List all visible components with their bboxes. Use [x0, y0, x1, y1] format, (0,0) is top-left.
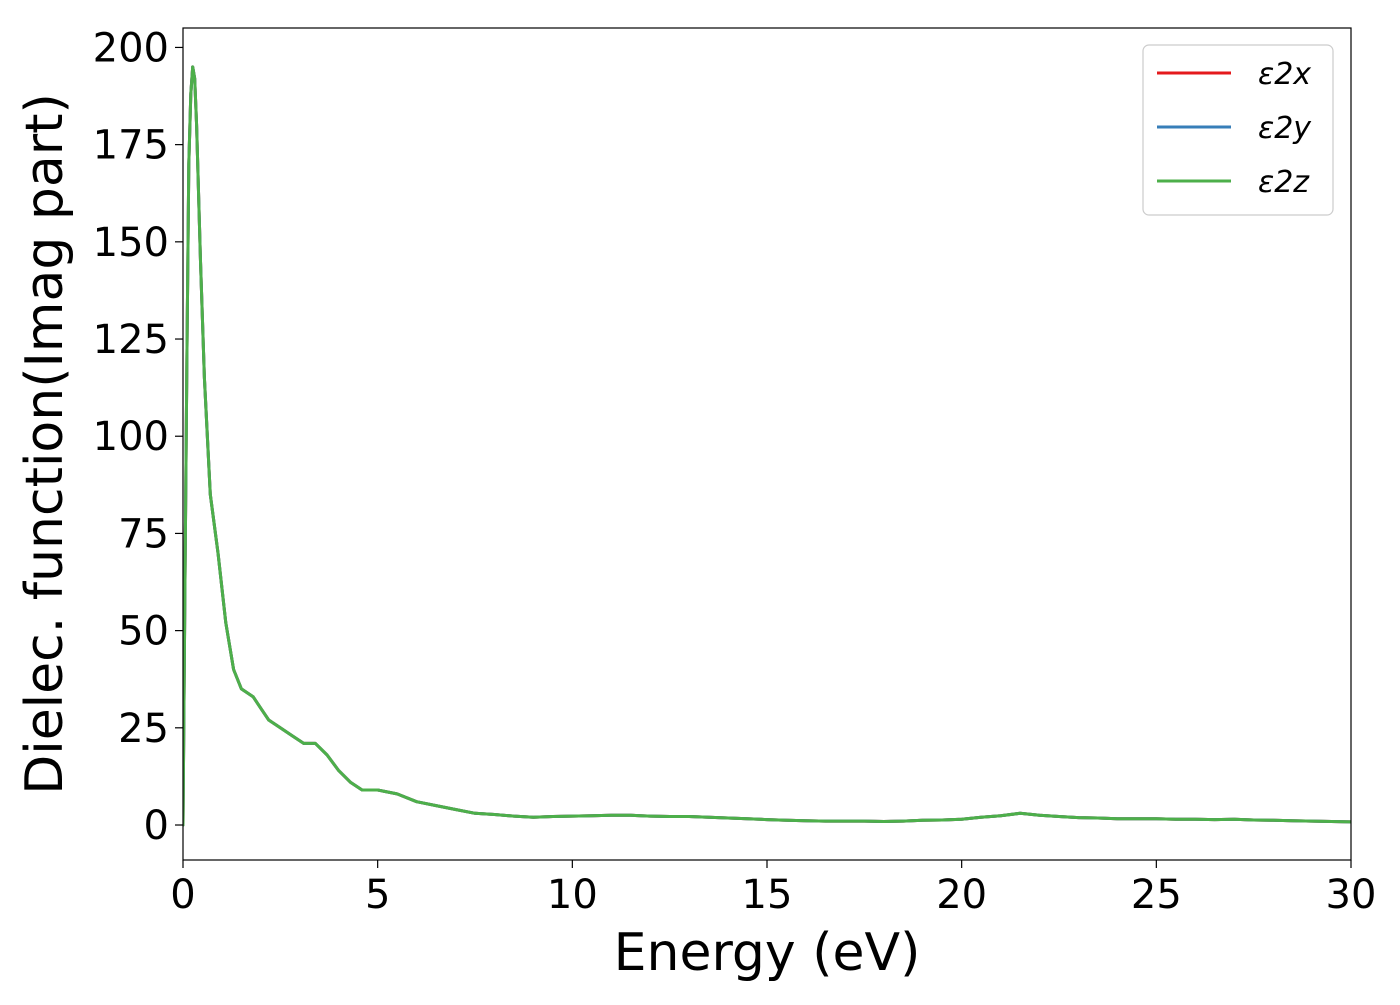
series-layer [183, 65, 1351, 827]
y-tick-label: 200 [93, 25, 169, 71]
y-axis-title: Dielec. function(Imag part) [15, 93, 75, 795]
y-tick-label: 50 [118, 609, 169, 655]
y-tick-label: 125 [93, 317, 169, 363]
legend-label: ε2z [1258, 165, 1310, 200]
y-tick-label: 25 [118, 706, 169, 752]
series-line-3 [183, 65, 1351, 827]
y-tick-label: 150 [93, 220, 169, 266]
x-tick-label: 25 [1131, 872, 1182, 918]
x-tick-label: 20 [936, 872, 987, 918]
x-tick-label: 0 [170, 872, 195, 918]
x-axis-title: Energy (eV) [614, 923, 921, 983]
y-axis: 0 25 50 75 100 125 150 175 200 [93, 25, 183, 849]
y-tick-label: 100 [93, 414, 169, 460]
legend: ε2x ε2y ε2z [1142, 44, 1334, 216]
x-axis: 0 5 10 15 20 25 30 [170, 860, 1376, 918]
x-tick-label: 5 [365, 872, 390, 918]
x-tick-label: 30 [1326, 872, 1377, 918]
x-tick-label: 15 [742, 872, 793, 918]
y-tick-label: 0 [144, 803, 169, 849]
x-tick-label: 10 [547, 872, 598, 918]
legend-label: ε2x [1258, 57, 1311, 92]
legend-box [1142, 44, 1334, 216]
legend-label: ε2y [1258, 111, 1312, 146]
y-tick-label: 75 [118, 511, 169, 557]
y-tick-label: 175 [93, 123, 169, 169]
